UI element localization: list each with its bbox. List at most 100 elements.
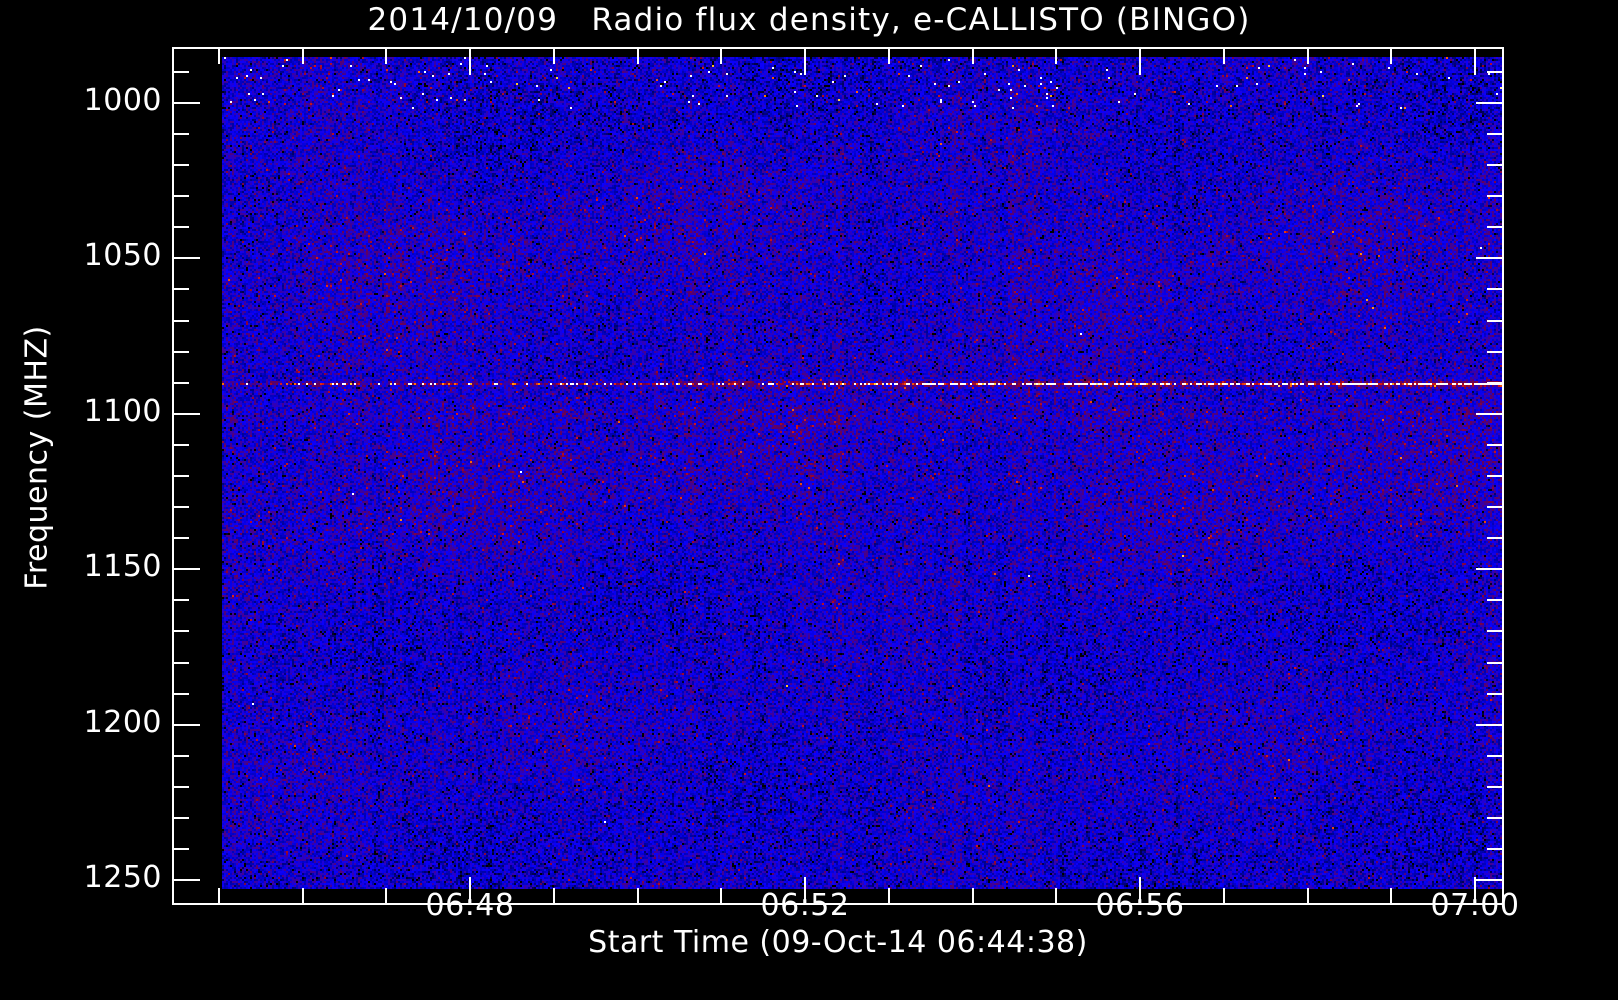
y-axis-tick-right-1080 [1487, 350, 1502, 353]
y-axis-tick-1120 [174, 475, 189, 477]
y-axis-tick-1160 [174, 599, 189, 602]
y-axis-tick-right-1110 [1487, 443, 1502, 446]
y-axis-tick-1080 [174, 350, 189, 353]
y-axis-title: Frequency (MHZ) [19, 325, 55, 590]
y-axis-tick-1180 [174, 661, 189, 664]
x-axis-tick-top-50 [636, 49, 639, 64]
y-axis-tick-1150 [174, 568, 200, 571]
y-axis-tick-right-1220 [1487, 785, 1502, 788]
y-axis-tick-right-990 [1487, 70, 1502, 73]
x-axis-tick-60 [1474, 877, 1476, 903]
x-axis-tick-top-53 [887, 49, 890, 64]
x-axis-tick-59 [1390, 888, 1393, 903]
y-axis-tick-right-1000 [1476, 101, 1502, 104]
y-axis-tick-1250 [174, 879, 200, 882]
x-tick-label-0648: 06:48 [425, 888, 515, 923]
plot-frame [172, 47, 1504, 905]
y-axis-tick-right-1210 [1487, 754, 1502, 757]
y-axis-tick-1030 [174, 195, 189, 198]
y-axis-tick-right-1230 [1487, 816, 1502, 819]
x-axis-tick-top-46 [301, 49, 304, 64]
y-axis-tick-1060 [174, 288, 189, 291]
x-tick-label-0700: 07:00 [1430, 888, 1520, 923]
x-axis-tick-48 [469, 877, 471, 903]
y-axis-tick-990 [174, 70, 189, 73]
y-axis-tick-1110 [174, 443, 189, 446]
x-axis-tick-top-49 [552, 49, 555, 64]
x-axis-tick-top-55 [1055, 49, 1058, 64]
x-axis-tick-58 [1306, 888, 1309, 903]
y-axis-tick-right-1180 [1487, 661, 1502, 664]
y-axis-tick-right-1070 [1487, 319, 1502, 322]
y-axis-tick-right-1040 [1487, 226, 1502, 229]
y-axis-tick-1170 [174, 630, 189, 633]
y-tick-label-1150: 1150 [83, 549, 162, 585]
y-axis-tick-right-1200 [1476, 723, 1502, 726]
x-axis-tick-top-54 [971, 49, 974, 64]
y-tick-label-1200: 1200 [83, 704, 162, 740]
x-axis-tick-54 [971, 888, 974, 903]
y-axis-tick-right-1170 [1487, 630, 1502, 633]
x-axis-tick-46 [301, 888, 304, 903]
y-tick-label-1050: 1050 [83, 238, 162, 274]
y-axis-tick-1140 [174, 537, 189, 540]
x-tick-label-0652: 06:52 [760, 888, 850, 923]
y-axis-tick-1040 [174, 226, 189, 229]
x-axis-title: Start Time (09-Oct-14 06:44:38) [588, 925, 1088, 960]
y-axis-tick-1210 [174, 754, 189, 757]
x-axis-tick-51 [720, 888, 723, 903]
x-axis-tick-top-58 [1306, 49, 1309, 64]
y-axis-tick-1100 [174, 412, 200, 415]
y-axis-tick-right-1120 [1487, 475, 1502, 477]
y-axis-tick-right-1030 [1487, 195, 1502, 198]
x-axis-tick-top-47 [385, 49, 388, 64]
x-axis-tick-top-56 [1139, 49, 1141, 75]
y-axis-tick-1200 [174, 723, 200, 726]
x-axis-tick-52 [804, 877, 806, 903]
y-axis-tick-right-1140 [1487, 537, 1502, 540]
x-axis-tick-56 [1139, 877, 1141, 903]
y-axis-tick-1090 [174, 381, 189, 384]
y-axis-tick-1190 [174, 692, 189, 695]
x-axis-tick-57 [1222, 888, 1225, 903]
y-tick-label-1100: 1100 [83, 393, 162, 429]
x-axis-tick-47 [385, 888, 388, 903]
y-axis-tick-right-1010 [1487, 133, 1502, 136]
x-axis-tick-top-60 [1474, 49, 1476, 75]
y-axis-tick-1240 [174, 848, 189, 851]
x-axis-tick-top-51 [720, 49, 723, 64]
x-axis-tick-45 [217, 888, 220, 903]
x-axis-tick-50 [636, 888, 639, 903]
y-axis-tick-right-1250 [1476, 879, 1502, 882]
y-tick-label-1250: 1250 [83, 860, 162, 896]
x-axis-tick-55 [1055, 888, 1058, 903]
y-axis-tick-right-1150 [1476, 568, 1502, 571]
y-axis-tick-right-1240 [1487, 848, 1502, 851]
y-axis-tick-right-1020 [1487, 164, 1502, 167]
y-axis-tick-1000 [174, 101, 200, 104]
y-axis-tick-1230 [174, 816, 189, 819]
x-axis-tick-53 [887, 888, 890, 903]
x-axis-tick-top-52 [804, 49, 806, 75]
y-axis-tick-1050 [174, 257, 200, 260]
x-tick-label-0656: 06:56 [1095, 888, 1185, 923]
y-axis-tick-1020 [174, 164, 189, 167]
x-axis-tick-top-57 [1222, 49, 1225, 64]
page-title: 2014/10/09 Radio flux density, e-CALLIST… [367, 2, 1251, 38]
y-axis-tick-right-1060 [1487, 288, 1502, 291]
y-tick-label-1000: 1000 [83, 82, 162, 118]
y-axis-tick-1010 [174, 133, 189, 136]
spectrogram-canvas [222, 57, 1504, 889]
spectrogram-image [222, 57, 1504, 889]
y-axis-tick-right-1130 [1487, 506, 1502, 509]
y-axis-tick-right-1050 [1476, 257, 1502, 260]
x-axis-tick-top-48 [469, 49, 471, 75]
x-axis-tick-49 [552, 888, 555, 903]
y-axis-tick-right-1190 [1487, 692, 1502, 695]
y-axis-tick-right-1100 [1476, 412, 1502, 415]
y-axis-tick-1070 [174, 319, 189, 322]
y-axis-tick-1220 [174, 785, 189, 788]
y-axis-tick-right-1090 [1487, 381, 1502, 384]
y-axis-tick-1130 [174, 506, 189, 509]
